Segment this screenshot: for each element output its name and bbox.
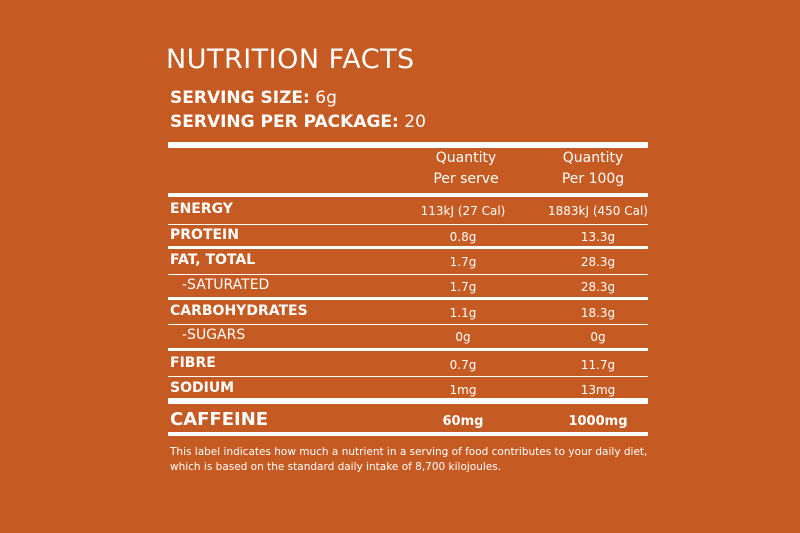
nutrient-per-serve: 0.7g (449, 358, 477, 372)
nutrient-row: SODIUM 1mg 13mg (168, 380, 648, 405)
column-header-per-serve-line2: Per serve (433, 171, 499, 187)
nutrient-row: FAT, TOTAL 1.7g 28.3g (168, 252, 648, 277)
nutrient-per-100g: 13mg (580, 383, 616, 397)
nutrient-name: -SATURATED (182, 277, 270, 293)
bottom-divider (168, 432, 648, 436)
nutrient-row: ENERGY 113kJ (27 Cal) 1883kJ (450 Cal) (168, 201, 648, 226)
footnote: This label indicates how much a nutrient… (170, 446, 648, 473)
caffeine-row: CAFFEINE 60mg 1000mg (168, 409, 648, 434)
row-divider (168, 348, 648, 351)
caffeine-per-serve: 60mg (442, 414, 484, 429)
top-thick-divider (168, 142, 648, 148)
header-divider (168, 193, 648, 197)
nutrient-name: FIBRE (170, 355, 216, 371)
serving-size-value: 6g (315, 88, 337, 108)
column-header-per-serve-line1: Quantity (435, 150, 497, 166)
row-divider (168, 376, 648, 377)
nutrient-per-100g: 13.3g (580, 230, 616, 244)
nutrient-per-serve: 0g (455, 330, 471, 344)
nutrient-per-serve: 1.7g (449, 280, 477, 294)
nutrient-per-serve: 0.8g (449, 230, 477, 244)
column-header-per-100g-line2: Per 100g (561, 171, 625, 187)
caffeine-per-100g: 1000mg (568, 414, 628, 429)
nutrient-per-100g: 1883kJ (450 Cal) (548, 204, 648, 218)
nutrient-row: -SUGARS 0g 0g (168, 327, 648, 352)
nutrient-per-100g: 28.3g (580, 280, 616, 294)
serving-size: SERVING SIZE: 6g (170, 88, 337, 108)
nutrient-per-100g: 28.3g (580, 255, 616, 269)
column-header-per-100g-line1: Quantity (562, 150, 624, 166)
nutrient-name: CARBOHYDRATES (170, 303, 308, 319)
serving-per-package-label: SERVING PER PACKAGE: (170, 112, 399, 132)
column-header-per-serve: Quantity Per serve (391, 148, 541, 190)
nutrient-name: ENERGY (170, 201, 233, 217)
row-divider (168, 224, 648, 225)
nutrient-per-100g: 11.7g (580, 358, 616, 372)
row-divider (168, 324, 648, 325)
nutrient-row: CARBOHYDRATES 1.1g 18.3g (168, 303, 648, 328)
nutrient-per-serve: 113kJ (27 Cal) (420, 204, 506, 218)
serving-per-package: SERVING PER PACKAGE: 20 (170, 112, 426, 132)
page-title: NUTRITION FACTS (166, 44, 415, 75)
nutrient-name: FAT, TOTAL (170, 252, 256, 268)
nutrient-per-serve: 1mg (449, 383, 477, 397)
nutrient-per-serve: 1.7g (449, 255, 477, 269)
nutrient-name: -SUGARS (182, 327, 246, 343)
nutrient-row: -SATURATED 1.7g 28.3g (168, 277, 648, 302)
nutrient-name: SODIUM (170, 380, 235, 396)
column-header-per-100g: Quantity Per 100g (518, 148, 668, 190)
caffeine-name: CAFFEINE (170, 409, 269, 430)
nutrient-name: PROTEIN (170, 227, 239, 243)
row-divider (168, 246, 648, 249)
row-divider (168, 274, 648, 275)
nutrient-per-serve: 1.1g (449, 306, 477, 320)
serving-per-package-value: 20 (404, 112, 426, 132)
nutrient-per-100g: 0g (590, 330, 606, 344)
row-divider (168, 297, 648, 300)
nutrient-per-100g: 18.3g (580, 306, 616, 320)
nutrient-row: PROTEIN 0.8g 13.3g (168, 227, 648, 252)
nutrient-row: FIBRE 0.7g 11.7g (168, 355, 648, 380)
serving-size-label: SERVING SIZE: (170, 88, 310, 108)
caffeine-thick-divider (168, 398, 648, 404)
